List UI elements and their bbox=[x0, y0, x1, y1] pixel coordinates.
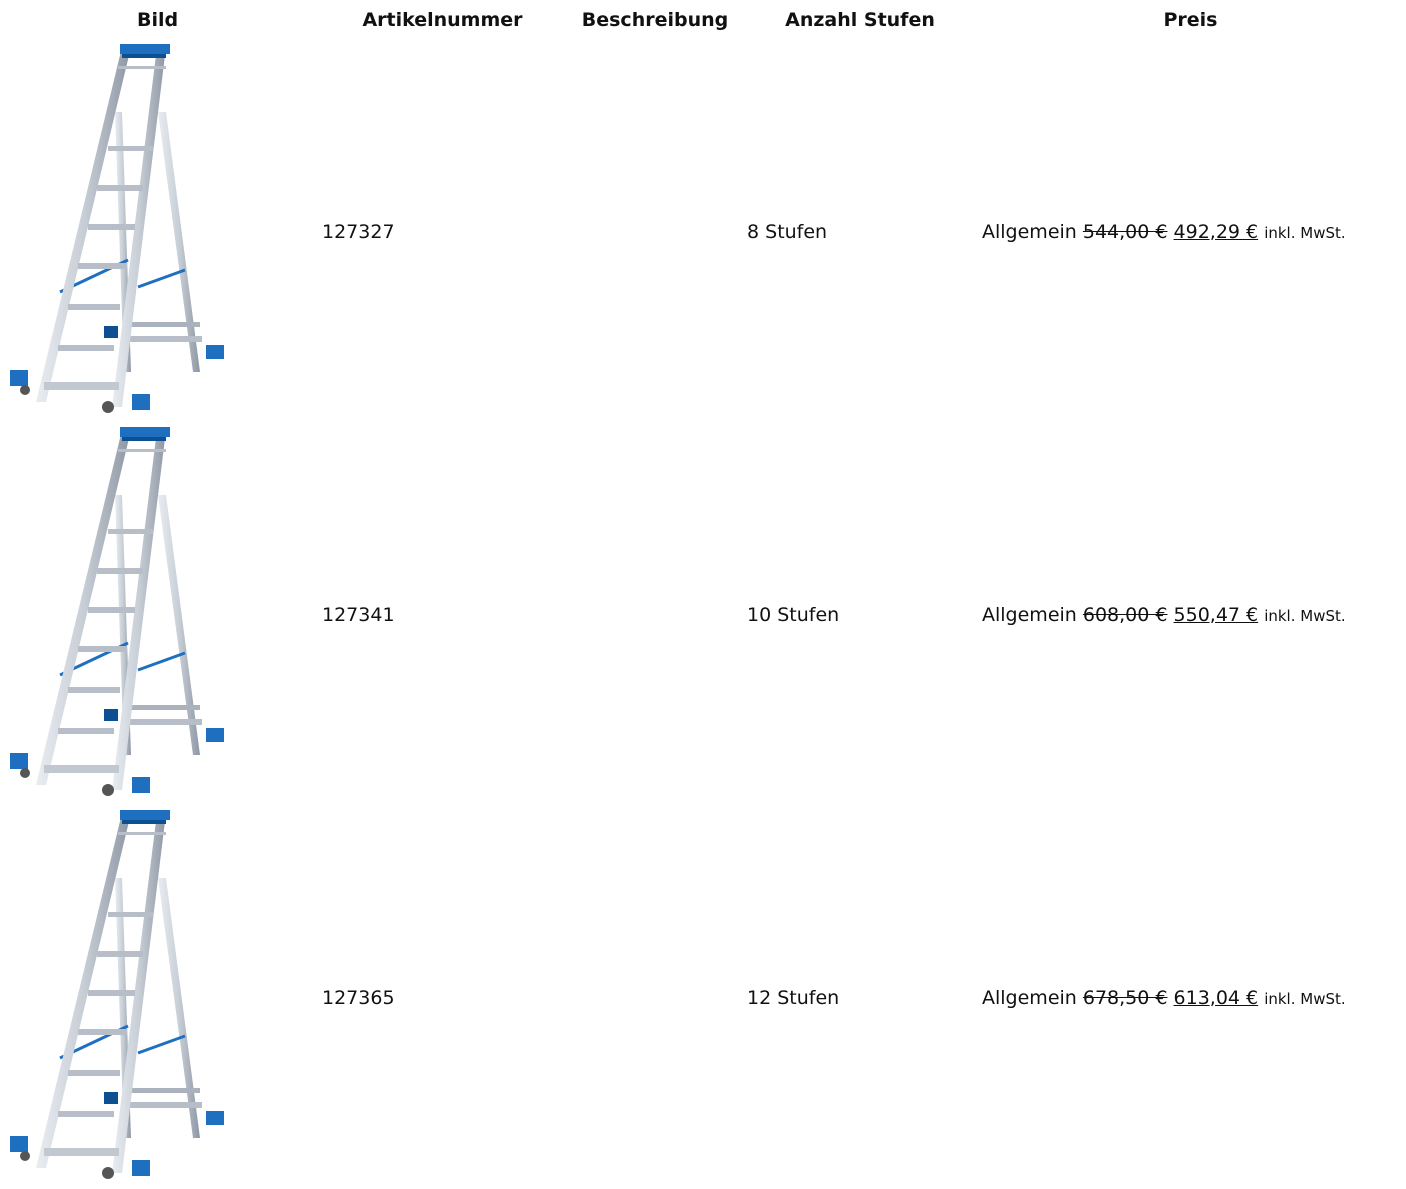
price-group-label: Allgemein bbox=[982, 986, 1077, 1009]
tax-note: inkl. MwSt. bbox=[1264, 223, 1346, 242]
new-price[interactable]: 550,47 € bbox=[1173, 603, 1259, 626]
header-row: Bild Artikelnummer Beschreibung Anzahl S… bbox=[0, 0, 1406, 40]
new-price[interactable]: 492,29 € bbox=[1173, 220, 1259, 243]
old-price: 544,00 € bbox=[1082, 220, 1168, 243]
price-cell: Allgemein 678,50 € 613,04 € inkl. MwSt. bbox=[975, 806, 1406, 1189]
article-number: 127327 bbox=[322, 220, 395, 243]
header-description: Beschreibung bbox=[581, 9, 729, 31]
description bbox=[565, 806, 745, 1189]
step-count: 8 Stufen bbox=[747, 220, 828, 243]
description bbox=[565, 423, 745, 806]
product-image-cell bbox=[0, 423, 320, 806]
ladder-image[interactable] bbox=[0, 808, 240, 1188]
table-row: 127341 10 Stufen Allgemein 608,00 € 550,… bbox=[0, 423, 1406, 806]
step-count: 12 Stufen bbox=[747, 986, 840, 1009]
ladder-image[interactable] bbox=[0, 425, 240, 805]
old-price: 678,50 € bbox=[1082, 986, 1168, 1009]
tax-note: inkl. MwSt. bbox=[1264, 989, 1346, 1008]
price-group-label: Allgemein bbox=[982, 220, 1077, 243]
tax-note: inkl. MwSt. bbox=[1264, 606, 1346, 625]
article-number: 127365 bbox=[322, 986, 395, 1009]
price-cell: Allgemein 544,00 € 492,29 € inkl. MwSt. bbox=[975, 40, 1406, 423]
step-count: 10 Stufen bbox=[747, 603, 840, 626]
new-price[interactable]: 613,04 € bbox=[1173, 986, 1259, 1009]
table-row: 127365 12 Stufen Allgemein 678,50 € 613,… bbox=[0, 806, 1406, 1189]
description bbox=[565, 40, 745, 423]
article-number: 127341 bbox=[322, 603, 395, 626]
header-price: Preis bbox=[1163, 9, 1218, 31]
header-image: Bild bbox=[137, 9, 179, 31]
ladder-image[interactable] bbox=[0, 42, 240, 422]
header-steps: Anzahl Stufen bbox=[785, 9, 935, 31]
product-image-cell bbox=[0, 806, 320, 1189]
price-cell: Allgemein 608,00 € 550,47 € inkl. MwSt. bbox=[975, 423, 1406, 806]
old-price: 608,00 € bbox=[1082, 603, 1168, 626]
header-article-number: Artikelnummer bbox=[362, 9, 523, 31]
table-header: Bild Artikelnummer Beschreibung Anzahl S… bbox=[0, 0, 1406, 40]
price-group-label: Allgemein bbox=[982, 603, 1077, 626]
table-row: 127327 8 Stufen Allgemein 544,00 € 492,2… bbox=[0, 40, 1406, 423]
product-image-cell bbox=[0, 40, 320, 423]
